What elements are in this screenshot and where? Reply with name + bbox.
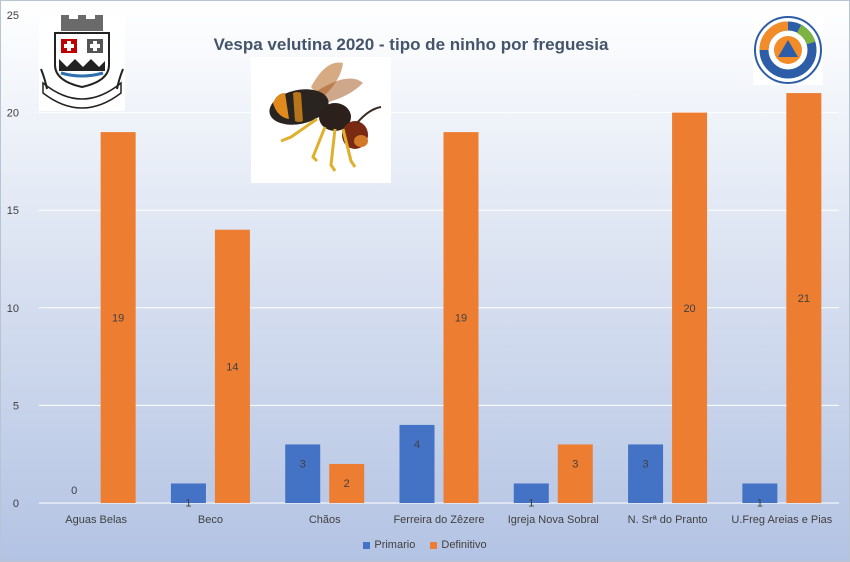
- bar-primario-4: [513, 483, 549, 503]
- bar-definitivo-6: [786, 93, 822, 503]
- bar-definitivo-2: [329, 463, 365, 503]
- hornet-photo-icon: [251, 57, 391, 183]
- y-tick-label: 0: [13, 498, 19, 510]
- bar-definitivo-4: [557, 444, 593, 503]
- y-tick-label: 25: [7, 10, 19, 22]
- legend: Primario Definitivo: [1, 539, 849, 551]
- x-category-label: U.Freg Areias e Pias: [731, 514, 832, 526]
- data-label-definitivo-6: 21: [798, 293, 810, 305]
- bar-definitivo-0: [100, 132, 136, 503]
- x-axis: Aguas Belas Beco Chãos Ferreira do Zêzere Ig…: [65, 514, 833, 526]
- x-category-label: Chãos: [309, 514, 341, 526]
- legend-label-definitivo: Definitivo: [441, 539, 487, 551]
- legend-label-primario: Primario: [374, 539, 416, 551]
- data-label-primario-4: 1: [528, 497, 534, 509]
- y-tick-label: 10: [7, 303, 19, 315]
- y-tick-label: 15: [7, 205, 19, 217]
- bar-primario-5: [628, 444, 664, 503]
- legend-swatch-primario: [363, 541, 371, 549]
- municipal-coat-of-arms-icon: [39, 15, 125, 111]
- civil-protection-emblem-icon: [753, 15, 823, 85]
- x-category-label: Beco: [198, 514, 223, 526]
- bar-definitivo-5: [672, 112, 708, 503]
- y-axis: 0 5 10 15 20 25: [7, 10, 19, 510]
- data-label-primario-3: 4: [414, 439, 420, 451]
- bar-definitivo-1: [214, 229, 250, 503]
- data-label-primario-2: 3: [300, 458, 306, 470]
- legend-swatch-definitivo: [430, 541, 438, 549]
- legend-item-definitivo: Definitivo: [430, 539, 487, 551]
- x-category-label: Igreja Nova Sobral: [508, 514, 599, 526]
- x-category-label: Ferreira do Zêzere: [393, 514, 484, 526]
- y-tick-label: 5: [13, 400, 19, 412]
- data-label-primario-6: 1: [757, 497, 763, 509]
- x-category-label: Aguas Belas: [65, 514, 127, 526]
- y-tick-label: 20: [7, 108, 19, 120]
- bar-primario-6: [742, 483, 778, 503]
- bar-primario-2: [285, 444, 321, 503]
- legend-item-primario: Primario: [363, 539, 415, 551]
- data-label-definitivo-1: 14: [226, 361, 238, 373]
- data-label-primario-5: 3: [643, 458, 649, 470]
- data-label-primario-1: 1: [185, 497, 191, 509]
- bars: 0 19 1 14 3 2 4 19 1 3 3 20 1 21: [71, 93, 822, 509]
- data-label-definitivo-0: 19: [112, 313, 124, 325]
- data-label-primario-0: 0: [71, 485, 77, 497]
- bar-primario-1: [170, 483, 206, 503]
- bar-definitivo-3: [443, 132, 479, 503]
- x-category-label: N. Srª do Pranto: [628, 514, 708, 526]
- bar-primario-3: [399, 424, 435, 503]
- data-label-definitivo-4: 3: [572, 458, 578, 470]
- data-label-definitivo-3: 19: [455, 313, 467, 325]
- data-label-definitivo-2: 2: [344, 478, 350, 490]
- gridlines: [39, 14, 839, 504]
- data-label-definitivo-5: 20: [683, 303, 695, 315]
- chart-title: Vespa velutina 2020 - tipo de ninho por …: [213, 35, 609, 54]
